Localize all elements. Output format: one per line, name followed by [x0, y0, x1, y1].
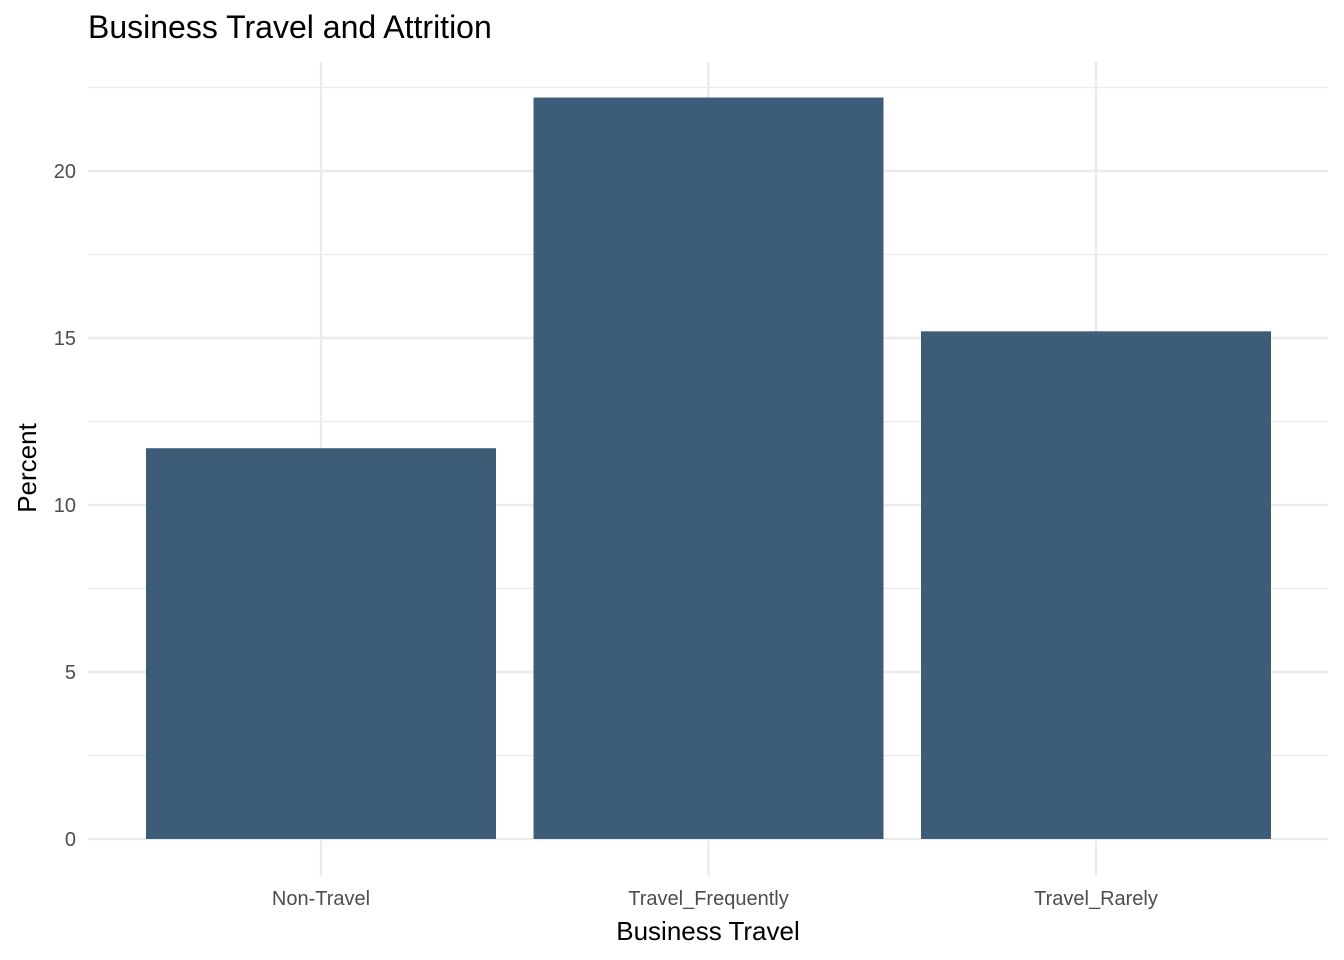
y-axis-title: Percent — [12, 422, 42, 512]
bar-travel-frequently — [533, 97, 884, 839]
bars — [146, 97, 1271, 839]
x-tick-labels: Non-Travel Travel_Frequently Travel_Rarely — [272, 888, 1158, 910]
chart-title: Business Travel and Attrition — [88, 9, 492, 45]
y-tick-label: 10 — [54, 495, 76, 517]
x-tick-label: Travel_Frequently — [628, 888, 788, 910]
x-axis-title: Business Travel — [616, 916, 800, 946]
y-tick-label: 5 — [65, 662, 76, 684]
bar-travel-rarely — [921, 331, 1271, 839]
x-tick-label: Travel_Rarely — [1034, 888, 1158, 910]
y-tick-label: 15 — [54, 328, 76, 350]
bar-non-travel — [146, 448, 496, 839]
y-tick-label: 0 — [65, 829, 76, 851]
y-tick-label: 20 — [54, 161, 76, 183]
y-tick-labels: 0 5 10 15 20 — [54, 161, 76, 851]
x-tick-label: Non-Travel — [272, 888, 370, 910]
